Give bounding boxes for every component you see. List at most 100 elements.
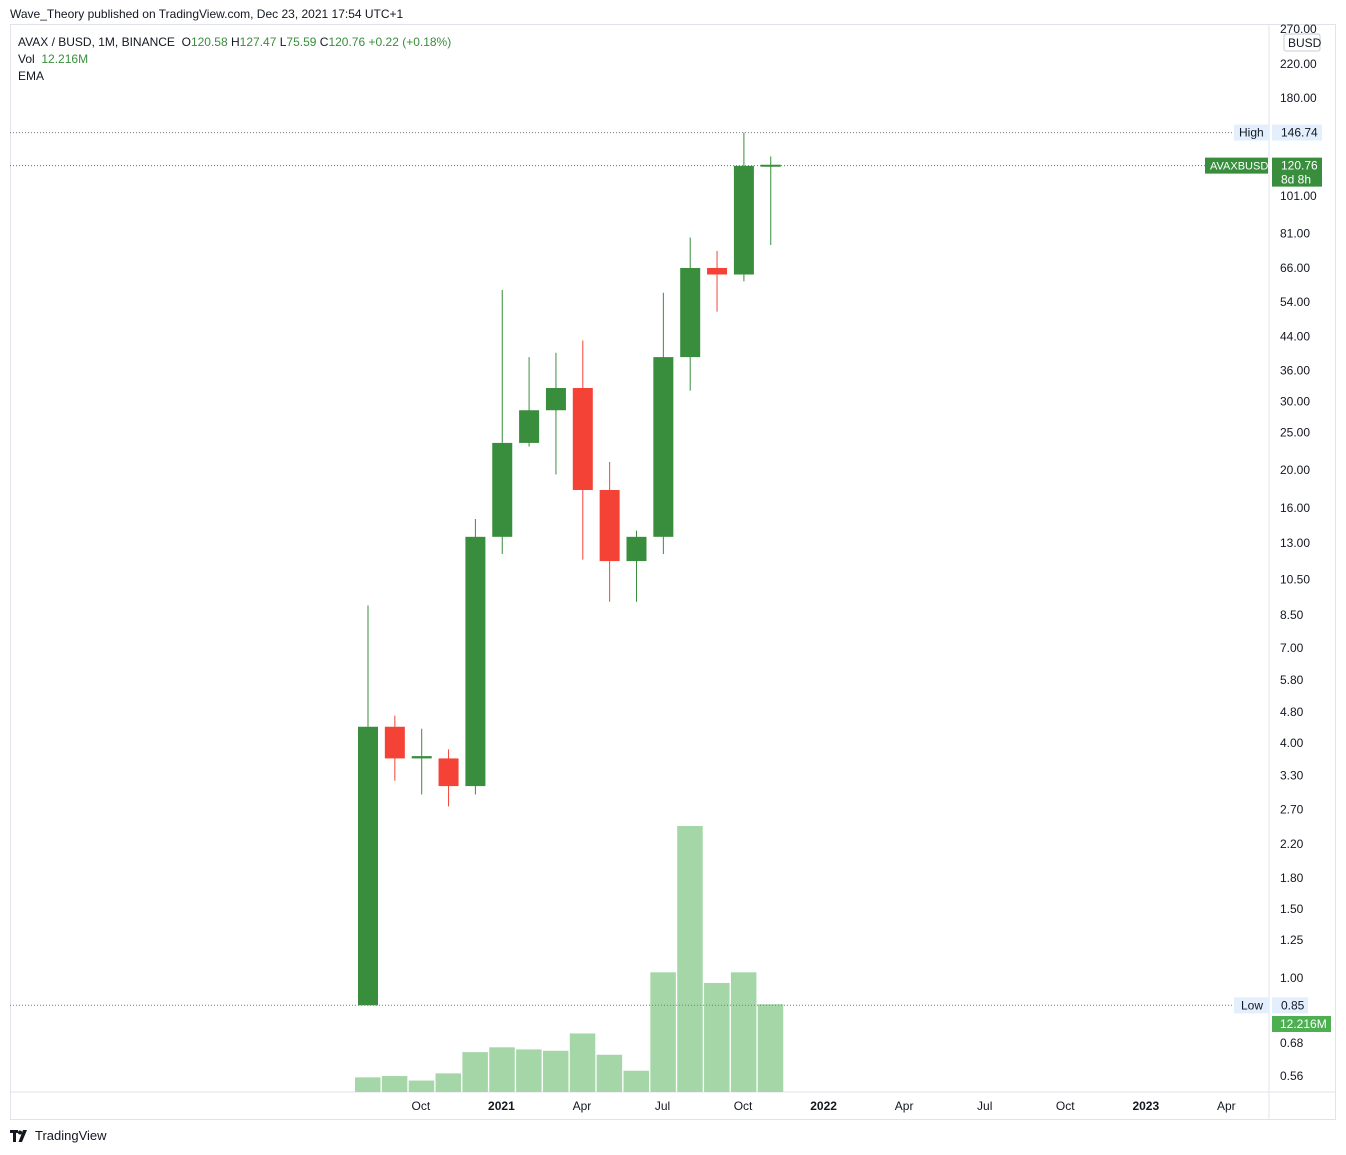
candles bbox=[358, 132, 781, 1006]
high-label-bg bbox=[1234, 124, 1269, 141]
price-tick-label: 1.80 bbox=[1280, 871, 1304, 885]
candle-body bbox=[680, 267, 701, 358]
current-symbol-tag bbox=[1205, 157, 1268, 174]
price-tick-label: 7.00 bbox=[1280, 641, 1304, 655]
price-tick-label: 16.00 bbox=[1280, 501, 1310, 515]
low-value: 0.85 bbox=[1281, 998, 1305, 1012]
high-value: 146.74 bbox=[1281, 126, 1318, 140]
time-tick-label: 2021 bbox=[488, 1099, 515, 1113]
open-label: O bbox=[181, 35, 191, 49]
volume-bars bbox=[355, 826, 784, 1092]
currency-label: BUSD bbox=[1288, 36, 1322, 50]
time-tick-label: Apr bbox=[895, 1099, 914, 1113]
close-value: 120.76 bbox=[328, 35, 366, 49]
price-tick-label: 8.50 bbox=[1280, 608, 1304, 622]
volume-bar bbox=[569, 1033, 596, 1092]
current-price-tag bbox=[1272, 157, 1322, 187]
candle-body bbox=[465, 536, 486, 787]
time-tick-label: Jul bbox=[977, 1099, 992, 1113]
change-value: +0.22 (+0.18%) bbox=[368, 35, 452, 49]
price-tick-label: 101.00 bbox=[1280, 189, 1317, 203]
symbol-label[interactable]: AVAX / BUSD, 1M, BINANCE bbox=[18, 35, 175, 49]
price-tick-label: 4.80 bbox=[1280, 705, 1304, 719]
candle-body bbox=[545, 387, 566, 411]
price-tick-label: 20.00 bbox=[1280, 463, 1310, 477]
price-axis: 220.00 180.00 101.00 81.00 66.00 54.00 44.00 36… bbox=[1205, 22, 1331, 1083]
chart-frame bbox=[10, 24, 1336, 1120]
tradingview-logo-icon[interactable] bbox=[10, 1129, 30, 1142]
brand-label[interactable]: TradingView bbox=[35, 1128, 107, 1143]
current-symbol-label: AVAXBUSD bbox=[1210, 161, 1268, 173]
volume-bar bbox=[516, 1049, 542, 1092]
candle-body bbox=[733, 165, 754, 275]
candle-body bbox=[707, 267, 728, 275]
volume-bar bbox=[408, 1080, 435, 1092]
price-tick-label: 1.00 bbox=[1280, 971, 1304, 985]
price-tick-label: 0.68 bbox=[1280, 1036, 1304, 1050]
candle-body bbox=[384, 726, 405, 759]
legend-volume-row[interactable]: Vol 12.216M bbox=[18, 51, 451, 68]
price-tick-label: 270.00 bbox=[1280, 22, 1317, 36]
volume-bar bbox=[650, 972, 676, 1092]
low-value-tag bbox=[1272, 997, 1308, 1014]
candle-body bbox=[411, 756, 432, 759]
low-value: 75.59 bbox=[286, 35, 317, 49]
volume-bar bbox=[623, 1070, 649, 1092]
price-tick-label: 44.00 bbox=[1280, 330, 1310, 344]
volume-label: Vol bbox=[18, 52, 35, 66]
open-value: 120.58 bbox=[190, 35, 228, 49]
price-tick-label: 5.80 bbox=[1280, 673, 1304, 687]
legend: AVAX / BUSD, 1M, BINANCE O120.58 H127.47… bbox=[18, 34, 451, 85]
volume-bar bbox=[596, 1054, 623, 1092]
candle-body bbox=[760, 164, 781, 167]
footer: TradingView bbox=[10, 1128, 107, 1143]
time-tick-label: Oct bbox=[1056, 1099, 1075, 1113]
volume-bar bbox=[489, 1047, 515, 1092]
price-tick-label: 180.00 bbox=[1280, 91, 1317, 105]
countdown-value: 8d 8h bbox=[1281, 173, 1311, 187]
volume-bar bbox=[730, 972, 757, 1092]
candle-body bbox=[519, 410, 540, 443]
candle-body bbox=[438, 758, 459, 787]
price-tick-label: 30.00 bbox=[1280, 395, 1310, 409]
price-tick-label: 66.00 bbox=[1280, 261, 1310, 275]
price-tick-label: 4.00 bbox=[1280, 736, 1304, 750]
published-caption: Wave_Theory published on TradingView.com… bbox=[10, 7, 404, 21]
price-tick-label: 36.00 bbox=[1280, 364, 1310, 378]
time-tick-label: Oct bbox=[412, 1099, 431, 1113]
current-price-value: 120.76 bbox=[1281, 159, 1318, 173]
legend-ohlc-row: AVAX / BUSD, 1M, BINANCE O120.58 H127.47… bbox=[18, 34, 451, 51]
volume-value: 12.216M bbox=[41, 52, 89, 66]
price-tick-label: 2.20 bbox=[1280, 837, 1304, 851]
close-label: C bbox=[319, 35, 329, 49]
candle-body bbox=[492, 442, 513, 537]
price-tick-label: 13.00 bbox=[1280, 536, 1310, 550]
candle-body bbox=[653, 357, 674, 537]
legend-ema-row[interactable]: EMA bbox=[18, 68, 451, 85]
price-tick-label: 1.25 bbox=[1280, 933, 1304, 947]
candle-body bbox=[626, 536, 647, 562]
candle-body bbox=[599, 489, 620, 562]
ema-label: EMA bbox=[18, 69, 45, 83]
price-tick-label: 10.50 bbox=[1280, 572, 1310, 586]
candle-body bbox=[572, 387, 593, 490]
volume-bar bbox=[381, 1076, 408, 1092]
high-label: H bbox=[231, 35, 240, 49]
currency-tag bbox=[1283, 33, 1321, 52]
volume-bar bbox=[542, 1050, 569, 1092]
volume-bar bbox=[704, 982, 730, 1092]
price-tick-label: 54.00 bbox=[1280, 295, 1310, 309]
price-tick-label: 81.00 bbox=[1280, 226, 1310, 240]
price-tick-label: 1.50 bbox=[1280, 902, 1304, 916]
time-tick-label: 2022 bbox=[810, 1099, 837, 1113]
low-label: L bbox=[279, 35, 287, 49]
high-value-tag bbox=[1272, 124, 1322, 141]
time-tick-label: Apr bbox=[1217, 1099, 1236, 1113]
volume-bar bbox=[677, 826, 703, 1092]
divider-lines bbox=[10, 25, 1335, 1119]
high-value: 127.47 bbox=[239, 35, 277, 49]
low-label: Low bbox=[1241, 998, 1263, 1012]
time-axis: Oct 2021 Apr Jul Oct 2022 Apr Jul Oct 2023 Apr bbox=[412, 1099, 1236, 1113]
time-tick-label: 2023 bbox=[1132, 1099, 1159, 1113]
